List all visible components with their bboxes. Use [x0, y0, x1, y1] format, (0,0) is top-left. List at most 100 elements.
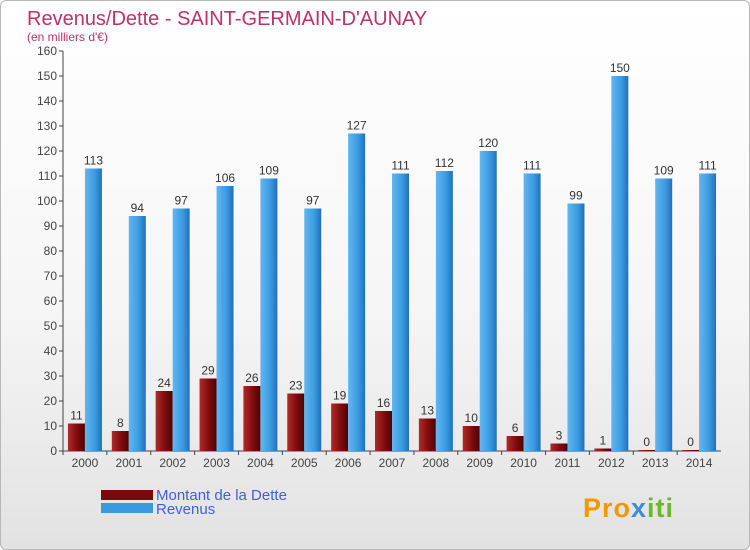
logo-part-pro: Pro [583, 493, 631, 523]
bar-revenus [348, 133, 366, 451]
x-tick-label: 2010 [510, 456, 537, 470]
y-tick-label: 150 [37, 69, 57, 83]
bar-revenus [699, 173, 717, 451]
x-tick-label: 2014 [686, 456, 713, 470]
bar-dette [243, 386, 261, 451]
logo-part-x: x [631, 493, 647, 523]
chart-title: Revenus/Dette - SAINT-GERMAIN-D'AUNAY [27, 8, 427, 30]
y-tick-label: 130 [37, 119, 57, 133]
x-tick-label: 2003 [203, 456, 230, 470]
x-tick-label: 2013 [642, 456, 669, 470]
data-label-revenus: 109 [654, 164, 674, 178]
y-tick-label: 0 [50, 444, 57, 458]
x-tick-label: 2006 [335, 456, 362, 470]
bar-dette [67, 423, 85, 451]
y-tick-label: 40 [44, 344, 58, 358]
x-tick-label: 2000 [72, 456, 99, 470]
bar-dette [638, 450, 656, 451]
bar-dette [594, 448, 612, 451]
bar-dette [375, 411, 392, 451]
y-axis: 0 10 20 30 40 50 60 70 80 90 100 110 120 130 140 150 160 [37, 44, 64, 458]
x-tick-label: 2002 [159, 456, 186, 470]
y-tick-label: 10 [44, 419, 58, 433]
y-tick-label: 30 [44, 369, 58, 383]
data-label-dette: 3 [556, 429, 563, 443]
legend-swatch-dette [101, 490, 153, 500]
logo-part-iti: iti [647, 493, 674, 523]
legend: Montant de la Dette Revenus [101, 487, 287, 518]
y-tick-label: 100 [37, 194, 57, 208]
bar-dette [550, 443, 568, 451]
legend-swatch-revenus [101, 503, 153, 513]
data-label-revenus: 120 [478, 136, 498, 150]
bar-dette [418, 418, 436, 451]
x-tick-label: 2004 [247, 456, 274, 470]
bar-revenus [392, 173, 409, 451]
bar-revenus [84, 168, 102, 451]
bar-revenus [567, 203, 585, 451]
data-label-dette: 1 [599, 434, 606, 448]
bar-revenus [304, 208, 322, 451]
y-tick-label: 110 [38, 169, 57, 183]
data-label-revenus: 112 [435, 156, 454, 170]
bar-revenus [655, 178, 673, 451]
data-label-dette: 0 [687, 435, 694, 449]
bar-revenus [128, 216, 146, 451]
x-tick-label: 2007 [379, 456, 406, 470]
y-tick-label: 80 [44, 244, 58, 258]
x-axis: 2000 2001 2002 2003 2004 2005 2006 2007 2008 2009… [62, 450, 721, 470]
bar-dette [287, 393, 305, 451]
bar-dette [199, 378, 217, 451]
legend-label-dette: Montant de la Dette [156, 487, 287, 504]
x-tick-label: 2009 [466, 456, 493, 470]
bar-dette [155, 391, 173, 451]
bar-revenus [172, 208, 190, 451]
y-tick-label: 90 [44, 219, 58, 233]
data-label-revenus: 97 [306, 194, 320, 208]
data-label-dette: 0 [643, 435, 650, 449]
data-label-dette: 13 [421, 404, 435, 418]
legend-label-revenus: Revenus [156, 501, 215, 518]
x-tick-label: 2012 [598, 456, 625, 470]
proxiti-logo: Proxiti [583, 493, 674, 523]
y-tick-label: 20 [44, 394, 58, 408]
y-tick-label: 120 [37, 144, 57, 158]
bar-dette [331, 403, 349, 451]
bar-revenus [479, 151, 497, 451]
data-label-dette: 11 [70, 409, 83, 423]
chart-subtitle: (en milliers d'€) [27, 30, 108, 44]
bar-dette [682, 450, 700, 451]
data-label-revenus: 113 [84, 154, 103, 168]
x-tick-label: 2008 [423, 456, 450, 470]
y-tick-label: 50 [44, 319, 58, 333]
data-label-dette: 16 [377, 396, 391, 410]
bar-dette [506, 436, 524, 451]
data-label-dette: 23 [289, 379, 303, 393]
data-label-revenus: 97 [174, 194, 188, 208]
bar-revenus [216, 186, 234, 451]
y-tick-label: 160 [37, 44, 57, 58]
bars: 1111389424972910626109239719127161111311… [67, 61, 717, 451]
data-label-revenus: 106 [215, 171, 235, 185]
y-tick-label: 140 [37, 94, 57, 108]
data-label-dette: 24 [157, 376, 171, 390]
bar-revenus [611, 76, 629, 451]
data-label-revenus: 111 [391, 159, 410, 173]
data-label-revenus: 127 [347, 119, 367, 133]
data-label-dette: 29 [201, 364, 215, 378]
x-tick-label: 2011 [555, 456, 581, 470]
y-tick-label: 60 [44, 294, 58, 308]
data-label-dette: 10 [465, 411, 479, 425]
data-label-revenus: 150 [610, 61, 630, 75]
data-label-revenus: 111 [523, 159, 542, 173]
data-label-dette: 8 [117, 416, 124, 430]
data-label-dette: 6 [512, 421, 519, 435]
data-label-revenus: 111 [698, 159, 717, 173]
x-tick-label: 2001 [115, 456, 142, 470]
x-tick-label: 2005 [291, 456, 318, 470]
data-label-revenus: 94 [131, 201, 145, 215]
bar-dette [111, 431, 129, 451]
svg-text:Proxiti: Proxiti [583, 493, 674, 523]
